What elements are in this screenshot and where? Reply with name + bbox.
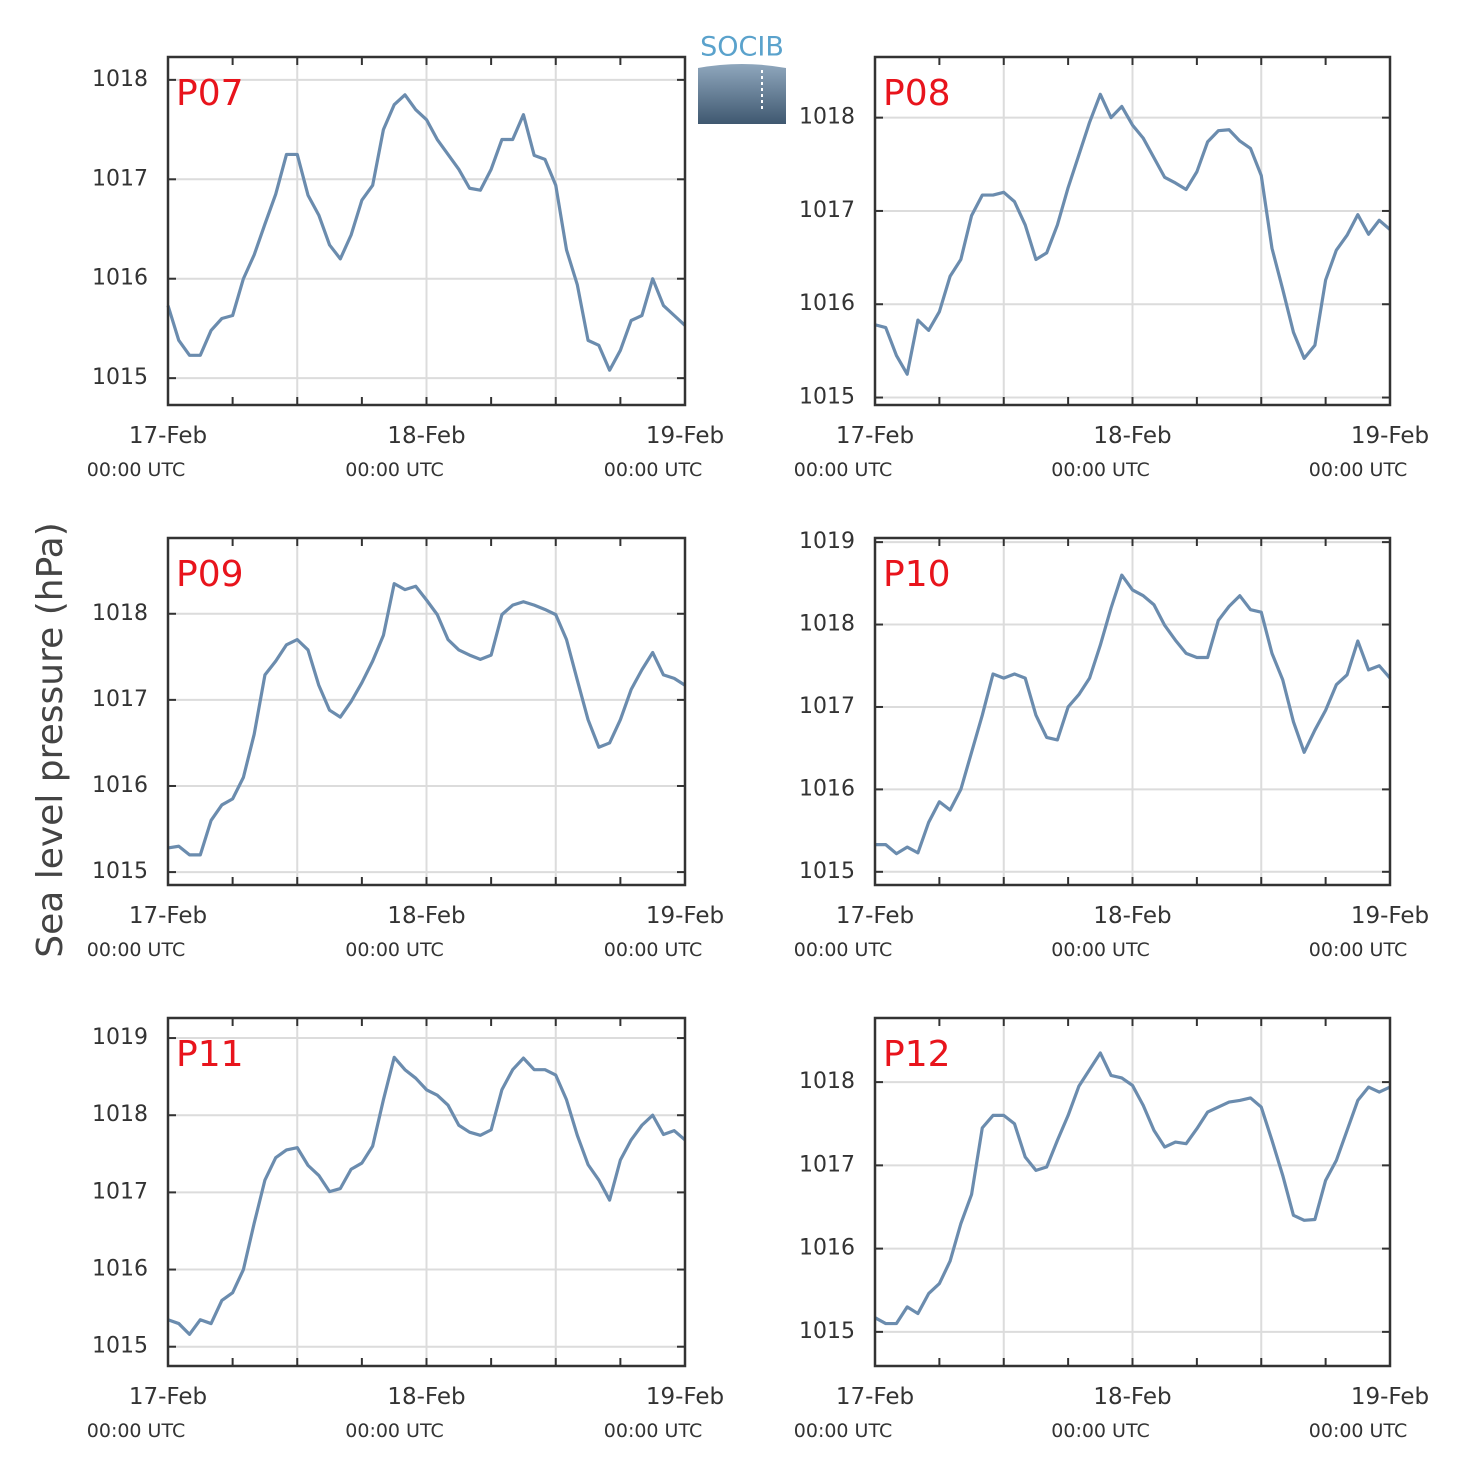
y-tick-label: 1016 xyxy=(799,291,855,316)
x-tick-label: 19-Feb 00:00 UTC xyxy=(604,1384,724,1442)
data-line xyxy=(167,582,686,857)
y-axis-label: Sea level pressure (hPa) xyxy=(30,522,71,958)
y-tick-label: 1015 xyxy=(92,365,148,390)
y-tick-label: 1015 xyxy=(799,1319,855,1344)
y-tick-label: 1018 xyxy=(799,612,855,637)
x-tick-label: 18-Feb 00:00 UTC xyxy=(1051,1384,1171,1442)
data-line xyxy=(166,93,687,372)
plot-frame xyxy=(166,55,687,407)
x-tick-label: 19-Feb 00:00 UTC xyxy=(604,423,724,481)
y-tick-label: 1018 xyxy=(799,105,855,130)
y-tick-label: 1017 xyxy=(799,1152,855,1177)
panel: 1015 1016 1017 1018 17-Feb 00:00 UTC 18-Feb 00:… xyxy=(87,55,724,481)
x-tick-label: 17-Feb 00:00 UTC xyxy=(87,1384,207,1442)
panel-title: P11 xyxy=(176,1034,244,1075)
panel-title: P07 xyxy=(176,73,244,114)
x-tick-label: 18-Feb 00:00 UTC xyxy=(345,1384,465,1442)
x-tick-label: 17-Feb 00:00 UTC xyxy=(87,423,207,481)
y-tick-label: 1015 xyxy=(92,1334,148,1359)
panel: 1015 1016 1017 1018 17-Feb 00:00 UTC 18-Feb 00:… xyxy=(87,536,724,961)
data-line xyxy=(874,1051,1391,1326)
panel-title: P09 xyxy=(176,554,244,595)
x-tick-label: 18-Feb 00:00 UTC xyxy=(345,903,465,961)
plot-frame xyxy=(873,55,1392,407)
y-tick-label: 1019 xyxy=(92,1025,148,1050)
logo-text: SOCIB xyxy=(700,32,784,63)
data-line xyxy=(167,1055,687,1336)
plot-frame xyxy=(873,536,1392,887)
logo: SOCIB xyxy=(698,32,786,124)
y-tick-label: 1018 xyxy=(92,1102,148,1127)
panel: 1015 1016 1017 1018 1019 17-Feb 00:00 UTC 18-Fe… xyxy=(87,1016,724,1442)
logo-shape xyxy=(698,64,786,124)
x-tick-label: 17-Feb 00:00 UTC xyxy=(87,903,207,961)
x-tick-label: 17-Feb 00:00 UTC xyxy=(794,423,914,481)
y-tick-label: 1018 xyxy=(92,67,148,92)
y-tick-label: 1015 xyxy=(799,385,855,410)
y-tick-label: 1016 xyxy=(92,773,148,798)
y-tick-label: 1016 xyxy=(92,266,148,291)
x-tick-label: 17-Feb 00:00 UTC xyxy=(794,1384,914,1442)
y-tick-label: 1017 xyxy=(92,1179,148,1204)
panel-title: P10 xyxy=(883,554,951,595)
panel: 1015 1016 1017 1018 1019 17-Feb 00:00 UTC 18-Fe… xyxy=(794,529,1429,960)
plot-frame xyxy=(166,1016,687,1368)
y-tick-label: 1017 xyxy=(799,694,855,719)
x-tick-label: 18-Feb 00:00 UTC xyxy=(1051,423,1171,481)
x-tick-label: 18-Feb 00:00 UTC xyxy=(345,423,465,481)
data-line xyxy=(875,573,1392,856)
y-tick-label: 1018 xyxy=(799,1069,855,1094)
x-tick-label: 19-Feb 00:00 UTC xyxy=(1309,423,1429,481)
y-tick-label: 1019 xyxy=(799,529,855,554)
x-tick-label: 18-Feb 00:00 UTC xyxy=(1051,903,1171,961)
panel: 1015 1016 1017 1018 17-Feb 00:00 UTC 18-Feb 00:… xyxy=(794,1016,1429,1442)
y-tick-label: 1016 xyxy=(92,1257,148,1282)
y-tick-label: 1015 xyxy=(799,859,855,884)
panel: 1015 1016 1017 1018 17-Feb 00:00 UTC 18-Feb 00:… xyxy=(794,55,1429,481)
panel-title: P12 xyxy=(883,1034,951,1075)
data-line xyxy=(874,92,1392,376)
y-tick-label: 1017 xyxy=(92,166,148,191)
y-tick-label: 1015 xyxy=(92,859,148,884)
y-tick-label: 1016 xyxy=(799,1236,855,1261)
y-tick-label: 1017 xyxy=(799,198,855,223)
plot-frame xyxy=(873,1016,1392,1368)
plot-frame xyxy=(166,536,687,887)
x-tick-label: 19-Feb 00:00 UTC xyxy=(604,903,724,961)
x-tick-label: 17-Feb 00:00 UTC xyxy=(794,903,914,961)
x-tick-label: 19-Feb 00:00 UTC xyxy=(1309,1384,1429,1442)
y-tick-label: 1018 xyxy=(92,601,148,626)
y-tick-label: 1017 xyxy=(92,687,148,712)
x-tick-label: 19-Feb 00:00 UTC xyxy=(1309,903,1429,961)
y-tick-label: 1016 xyxy=(799,776,855,801)
panel-title: P08 xyxy=(883,73,951,114)
